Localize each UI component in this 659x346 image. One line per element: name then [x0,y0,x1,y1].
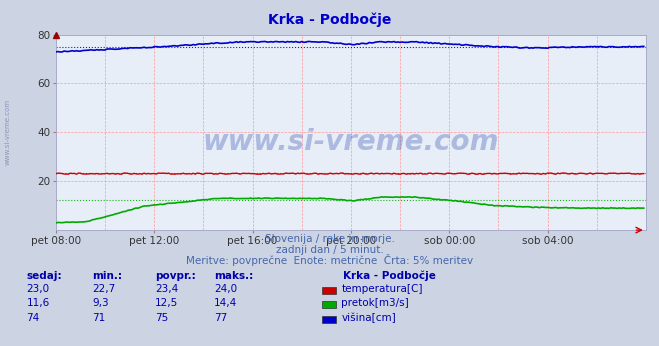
Text: 23,0: 23,0 [26,284,49,294]
Text: Krka - Podbočje: Krka - Podbočje [268,12,391,27]
Text: Krka - Podbočje: Krka - Podbočje [343,270,436,281]
Text: 75: 75 [155,313,168,323]
Text: zadnji dan / 5 minut.: zadnji dan / 5 minut. [275,245,384,255]
Text: 14,4: 14,4 [214,298,237,308]
Text: 22,7: 22,7 [92,284,115,294]
Text: 23,4: 23,4 [155,284,178,294]
Text: povpr.:: povpr.: [155,271,196,281]
Text: višina[cm]: višina[cm] [341,313,396,323]
Text: Meritve: povprečne  Enote: metrične  Črta: 5% meritev: Meritve: povprečne Enote: metrične Črta:… [186,254,473,266]
Text: 77: 77 [214,313,227,323]
Text: Slovenija / reke in morje.: Slovenija / reke in morje. [264,234,395,244]
Text: sedaj:: sedaj: [26,271,62,281]
Text: min.:: min.: [92,271,123,281]
Text: maks.:: maks.: [214,271,254,281]
Text: 71: 71 [92,313,105,323]
Text: www.si-vreme.com: www.si-vreme.com [203,128,499,156]
Text: pretok[m3/s]: pretok[m3/s] [341,298,409,308]
Text: 24,0: 24,0 [214,284,237,294]
Text: www.si-vreme.com: www.si-vreme.com [5,98,11,165]
Text: 12,5: 12,5 [155,298,178,308]
Text: 74: 74 [26,313,40,323]
Text: 11,6: 11,6 [26,298,49,308]
Text: 9,3: 9,3 [92,298,109,308]
Text: temperatura[C]: temperatura[C] [341,284,423,294]
